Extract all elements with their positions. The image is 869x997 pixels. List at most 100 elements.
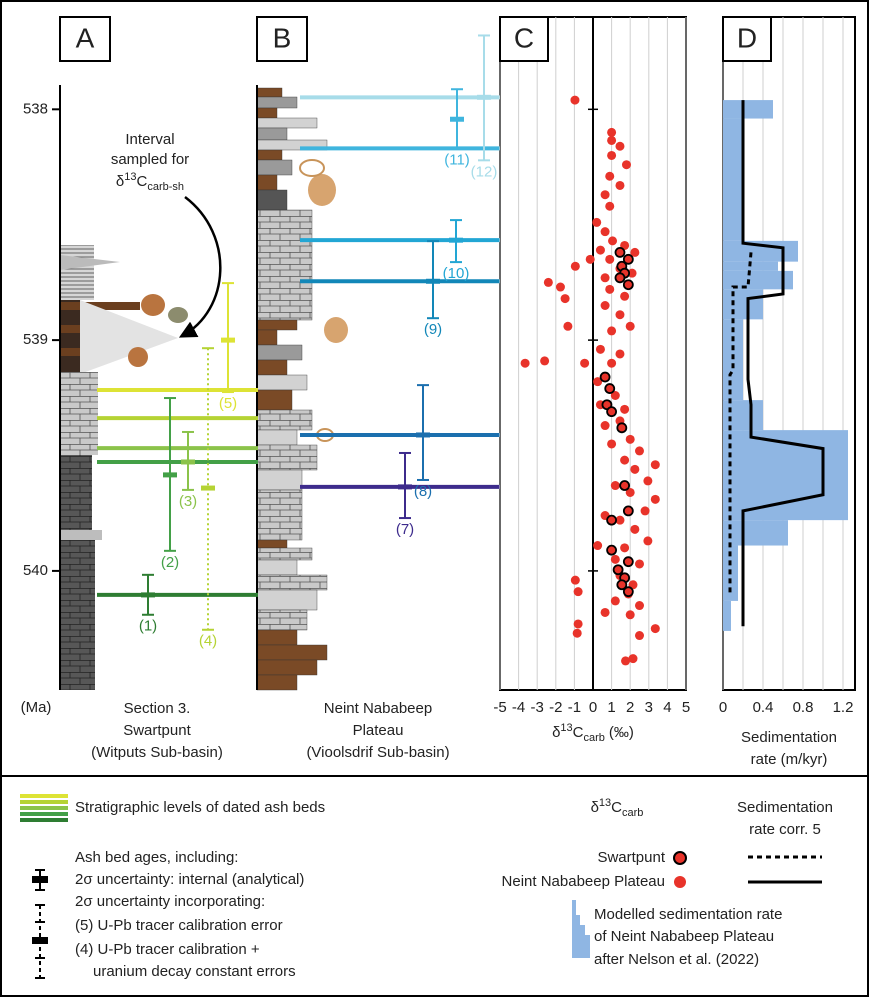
x-tick-label: 1: [607, 699, 615, 716]
annotation: sampled for: [111, 151, 189, 168]
ash-bed-label: (11): [444, 151, 470, 168]
data-point: [615, 273, 624, 282]
data-point: [624, 587, 633, 596]
ash-bed-label: (8): [414, 483, 432, 500]
lithology-bed: [257, 97, 297, 108]
age-estimate: [426, 279, 440, 284]
data-point: [605, 172, 614, 181]
data-point: [635, 446, 644, 455]
x-tick-label: -4: [512, 699, 525, 716]
data-point: [635, 631, 644, 640]
legend-label: Stratigraphic levels of dated ash beds: [75, 799, 325, 816]
legend-label: Ash bed ages, including:: [75, 849, 238, 866]
data-point: [574, 587, 583, 596]
data-point: [593, 541, 602, 550]
data-point: [628, 654, 637, 663]
data-point: [592, 218, 601, 227]
data-point: [601, 273, 610, 282]
data-point: [608, 236, 617, 245]
x-tick-label: 3: [645, 699, 653, 716]
data-point: [620, 292, 629, 301]
model-rate-bar: [723, 289, 763, 319]
data-point: [607, 546, 616, 555]
data-point: [607, 151, 616, 160]
data-point: [611, 481, 620, 490]
x-tick-label: 0: [589, 699, 597, 716]
data-point: [561, 294, 570, 303]
age-estimate: [181, 459, 195, 464]
data-point: [586, 255, 595, 264]
age-estimate: [477, 95, 491, 100]
panel-letters: A B C D: [60, 17, 771, 61]
data-point: [573, 629, 582, 638]
x-tick-label: 0: [719, 699, 727, 716]
lithology-bed: [257, 360, 287, 375]
data-point: [596, 246, 605, 255]
data-point: [596, 345, 605, 354]
ash-bed-label: (5): [219, 395, 237, 412]
data-point: [601, 373, 610, 382]
data-point: [630, 465, 639, 474]
data-point: [607, 439, 616, 448]
legend-label: Modelled sedimentation rate: [594, 906, 782, 923]
data-point: [601, 608, 610, 617]
data-point: [601, 190, 610, 199]
lithology-bed: [257, 560, 297, 575]
x-axis-title: rate (m/kyr): [751, 751, 828, 768]
lithology-bed: [257, 660, 317, 675]
legend-label: Neint Nababeep Plateau: [502, 873, 665, 890]
data-point: [601, 421, 610, 430]
legend: Stratigraphic levels of dated ash beds A…: [20, 796, 833, 980]
panel-letter: D: [737, 22, 757, 53]
age-estimate: [221, 338, 235, 343]
data-point: [571, 576, 580, 585]
model-rate-bar: [723, 520, 788, 545]
data-point: [651, 624, 660, 633]
lithology-bed: [257, 430, 297, 445]
lithology-bed: [257, 108, 277, 118]
legend-label: after Nelson et al. (2022): [594, 951, 759, 968]
data-point: [615, 349, 624, 358]
data-point: [611, 555, 620, 564]
age-estimate: [449, 238, 463, 243]
data-point: [607, 326, 616, 335]
ash-bed-label: (12): [471, 163, 498, 180]
legend-label: uranium decay constant errors: [93, 963, 296, 980]
lithology-bed: [257, 630, 297, 645]
panel-letter: B: [273, 22, 292, 53]
age-estimate: [163, 472, 177, 477]
section-name: (Vioolsdrif Sub-basin): [306, 744, 449, 761]
legend-title: Sedimentation: [737, 799, 833, 816]
data-point: [571, 262, 580, 271]
model-rate-bar: [723, 100, 773, 118]
data-point: [607, 136, 616, 145]
lithology-bed: [257, 330, 277, 345]
legend-title: δ13Ccarb: [591, 797, 644, 819]
age-estimate: [141, 592, 155, 597]
data-point: [615, 248, 624, 257]
lithology-bed: [257, 590, 317, 610]
age-estimate: [201, 486, 215, 491]
annotation: Interval: [125, 131, 174, 148]
data-point: [615, 310, 624, 319]
lithology-bed: [257, 610, 307, 630]
data-point: [626, 322, 635, 331]
x-axis-title: δ13Ccarb(‰): [552, 722, 634, 744]
data-point: [624, 280, 633, 289]
x-tick-label: 0.4: [753, 699, 774, 716]
legend-model-swatch: [572, 900, 590, 958]
ash-bed-label: (1): [139, 618, 157, 635]
ash-bed-label: (4): [199, 633, 217, 650]
section-name: Section 3.: [124, 700, 191, 717]
data-point: [617, 423, 626, 432]
legend-label: of Neint Nababeep Plateau: [594, 928, 774, 945]
data-point: [601, 301, 610, 310]
x-tick-label: 0.8: [793, 699, 814, 716]
lithology-bed: [257, 320, 297, 330]
data-point: [611, 596, 620, 605]
data-point: [626, 435, 635, 444]
model-rate-bar: [723, 119, 743, 241]
legend-label: (4) U-Pb tracer calibration +: [75, 941, 260, 958]
y-tick-label: 538: [23, 100, 48, 117]
data-point: [620, 405, 629, 414]
